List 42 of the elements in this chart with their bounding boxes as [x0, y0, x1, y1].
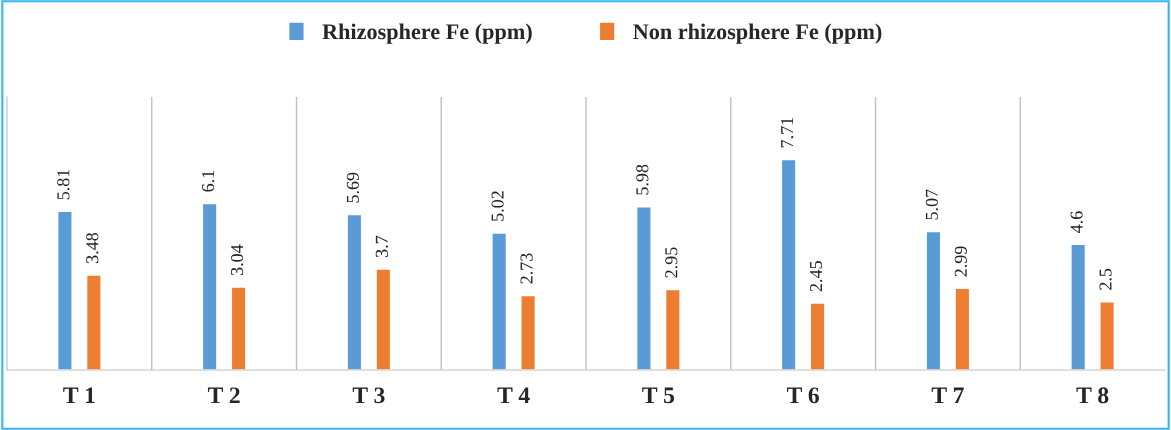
legend-label: Rhizosphere Fe (ppm) [322, 23, 532, 44]
data-label: 6.1 [202, 170, 215, 192]
data-label: 2.5 [1099, 268, 1112, 290]
bar [85, 274, 102, 370]
data-label: 4.6 [1070, 211, 1083, 233]
bar [664, 288, 681, 370]
x-tick-label: T 3 [352, 387, 385, 404]
bar [346, 213, 363, 370]
x-tick-label: T 2 [207, 387, 240, 404]
bar [1070, 243, 1087, 370]
bar [56, 210, 73, 370]
data-label: 2.99 [954, 246, 967, 277]
data-label: 5.81 [57, 169, 70, 200]
x-tick-label: T 1 [63, 387, 95, 404]
data-label: 5.98 [636, 164, 649, 195]
bar [491, 232, 508, 370]
data-label: 3.04 [230, 244, 244, 276]
x-tick-label: T 4 [497, 387, 530, 404]
data-label: 3.7 [375, 235, 388, 258]
x-tick-label: T 6 [786, 387, 819, 404]
bar [520, 294, 537, 370]
legend-label: Non rhizosphere Fe (ppm) [633, 23, 882, 44]
bar [954, 287, 971, 370]
x-tick-label: T 5 [642, 387, 675, 404]
x-tick-label: T 8 [1076, 387, 1109, 404]
data-label: 5.07 [925, 189, 938, 220]
data-label: 5.02 [491, 191, 504, 221]
bar [230, 286, 247, 370]
data-label: 7.71 [781, 117, 794, 148]
data-label: 5.69 [346, 172, 359, 203]
bar [780, 158, 797, 370]
x-tick-label: T 7 [931, 387, 964, 404]
data-label: 3.48 [86, 232, 99, 264]
data-label: 2.73 [520, 253, 533, 284]
bar [375, 268, 392, 370]
bar [635, 206, 652, 370]
data-label: 2.45 [809, 261, 823, 292]
bar [1099, 301, 1116, 370]
data-label: 2.95 [665, 247, 678, 278]
bar [809, 302, 826, 370]
bar [925, 230, 942, 370]
bar [201, 202, 218, 370]
